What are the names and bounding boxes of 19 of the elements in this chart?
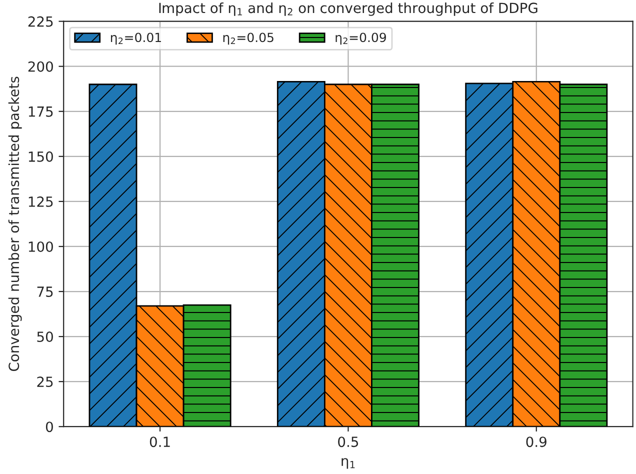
x-axis-title: η$_{1}$: [342, 458, 355, 469]
y-tick-label: 200: [28, 61, 53, 72]
x-tick-label: 0.5: [338, 436, 358, 448]
legend-label: η$_{2}$=0.01: [110, 32, 161, 45]
y-tick-label: 25: [37, 376, 53, 388]
legend-label: η$_{2}$=0.09: [336, 32, 386, 45]
y-axis-title: Converged number of transmitted packets: [8, 76, 22, 372]
x-tick-label: 0.1: [150, 436, 170, 448]
y-tick-label: 50: [37, 332, 53, 342]
y-tick-label: 125: [28, 196, 53, 207]
y-tick-label: 100: [28, 241, 53, 252]
y-tick-label: 225: [28, 16, 53, 27]
y-tick-label: 175: [28, 106, 53, 117]
chart-title: Impact of η$_{1}$ and η$_{2}$ on converged throughput of DDPG: [159, 2, 538, 16]
x-tick-label: 0.9: [526, 436, 546, 448]
legend-label: η$_{2}$=0.05: [223, 32, 274, 45]
y-tick-label: 0: [46, 422, 53, 432]
y-tick-label: 75: [37, 286, 53, 297]
y-tick-label: 150: [28, 151, 53, 162]
